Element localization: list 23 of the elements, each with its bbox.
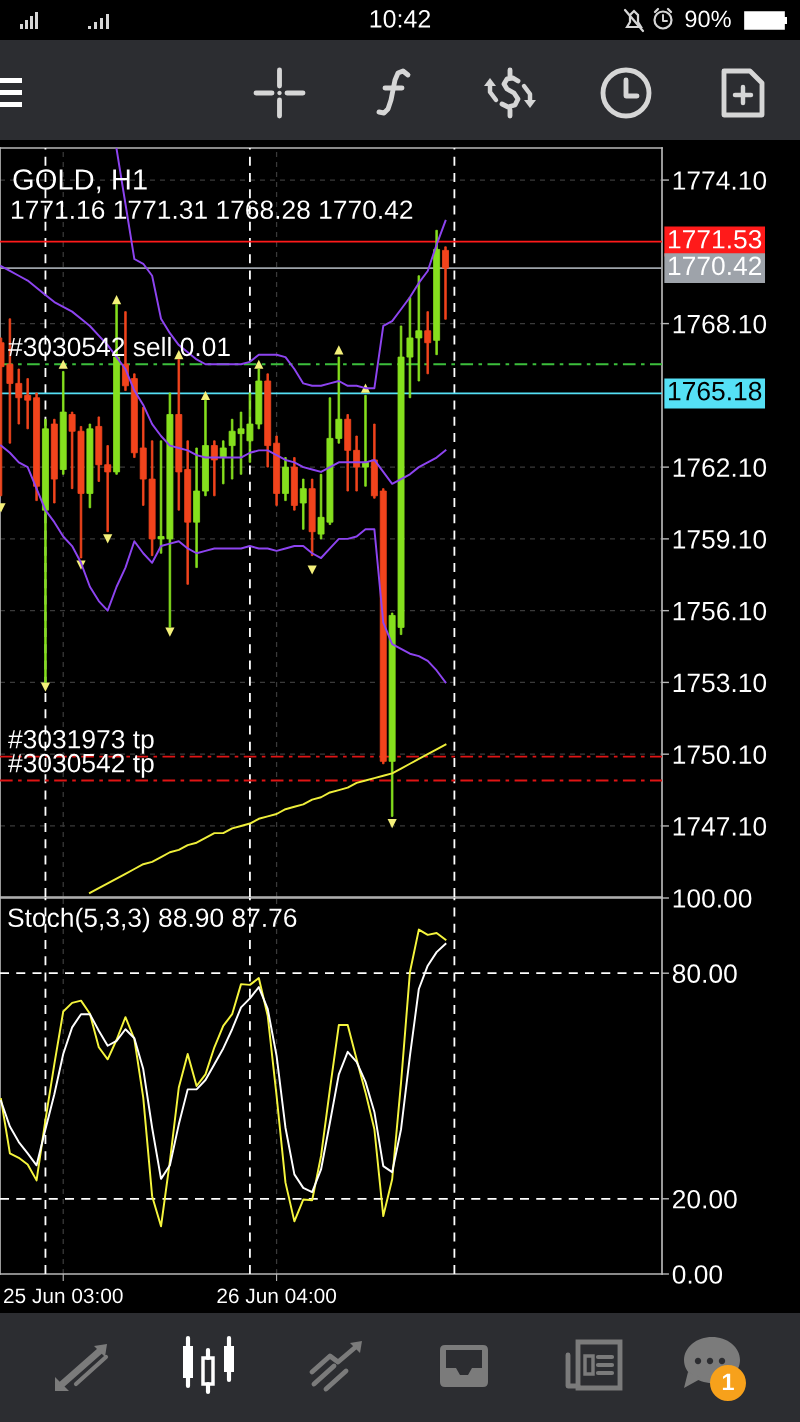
y-tick-label: 100.00: [673, 889, 752, 908]
text: 1: [722, 1373, 734, 1391]
ref-line-label: #3030542 tp: [8, 753, 154, 778]
text: 90%: [685, 10, 731, 28]
ref-line-label: 1765.18: [669, 381, 762, 401]
y-tick-label: 1753.10: [673, 673, 767, 693]
y-tick-label: 1750.10: [673, 745, 767, 765]
x-tick-label: 25 Jun 03:00: [4, 1288, 123, 1304]
x-tick-label: 26 Jun 04:00: [217, 1288, 337, 1304]
y-tick-label: 1774.10: [673, 171, 767, 190]
chart-title: Stoch(5,3,3) 88.90 87.76: [8, 907, 297, 933]
y-tick-label: 20.00: [673, 1189, 737, 1209]
text: 10:42: [370, 10, 431, 28]
y-tick-label: 1762.10: [673, 458, 767, 477]
ref-line-label: #3031973 tp: [8, 729, 154, 754]
ref-line-label: 1771.53: [669, 229, 762, 249]
y-tick-label: 80.00: [672, 964, 737, 984]
ref-line-label: 1770.42: [669, 256, 762, 276]
y-tick-label: 1759.10: [673, 530, 767, 549]
y-tick-label: 0.00: [672, 1265, 723, 1284]
y-tick-label: 1768.10: [673, 314, 767, 334]
y-tick-label: 1756.10: [673, 601, 767, 621]
y-tick-label: 1747.10: [673, 817, 767, 836]
